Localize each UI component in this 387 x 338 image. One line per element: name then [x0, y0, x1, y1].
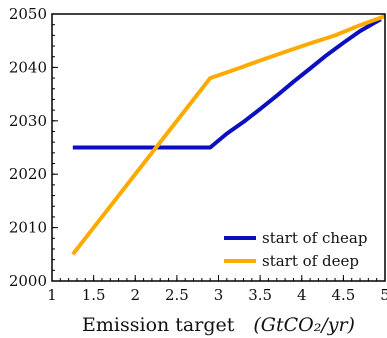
series-line: [72, 17, 382, 150]
y-tick-label: 2040: [9, 58, 47, 76]
x-tick-label: 4.5: [331, 286, 355, 304]
series-lines: [71, 14, 386, 256]
x-axis-title-unit: (GtCO₂/yr): [253, 314, 355, 336]
x-axis-title-text: Emission target: [82, 314, 253, 336]
y-tick-label: 2050: [9, 5, 47, 23]
x-axis-title: Emission target (GtCO₂/yr): [82, 314, 355, 336]
legend: start of cheap start of deep: [224, 229, 367, 270]
x-tick-label: 2.5: [165, 286, 189, 304]
x-tick-label: 5: [380, 286, 387, 304]
y-tick-label: 2000: [9, 272, 47, 290]
series-line: [71, 14, 386, 256]
x-tick-label: 4: [297, 286, 307, 304]
x-tick-label: 1.5: [82, 286, 106, 304]
y-tick-label: 2010: [9, 219, 47, 237]
y-tick-label: 2020: [9, 165, 47, 183]
axis-ticks: 1 1.5 2 2.5 3 3.5 4 4.5 5 2000 2010 2020 2030 2040 205…: [9, 5, 387, 304]
x-tick-label: 1: [47, 286, 57, 304]
y-tick-label: 2030: [9, 112, 47, 130]
x-tick-label: 3.5: [248, 286, 272, 304]
x-tick-label: 2: [130, 286, 140, 304]
x-tick-label: 3: [214, 286, 224, 304]
legend-label: start of cheap: [262, 229, 367, 247]
legend-label: start of deep: [262, 252, 359, 270]
